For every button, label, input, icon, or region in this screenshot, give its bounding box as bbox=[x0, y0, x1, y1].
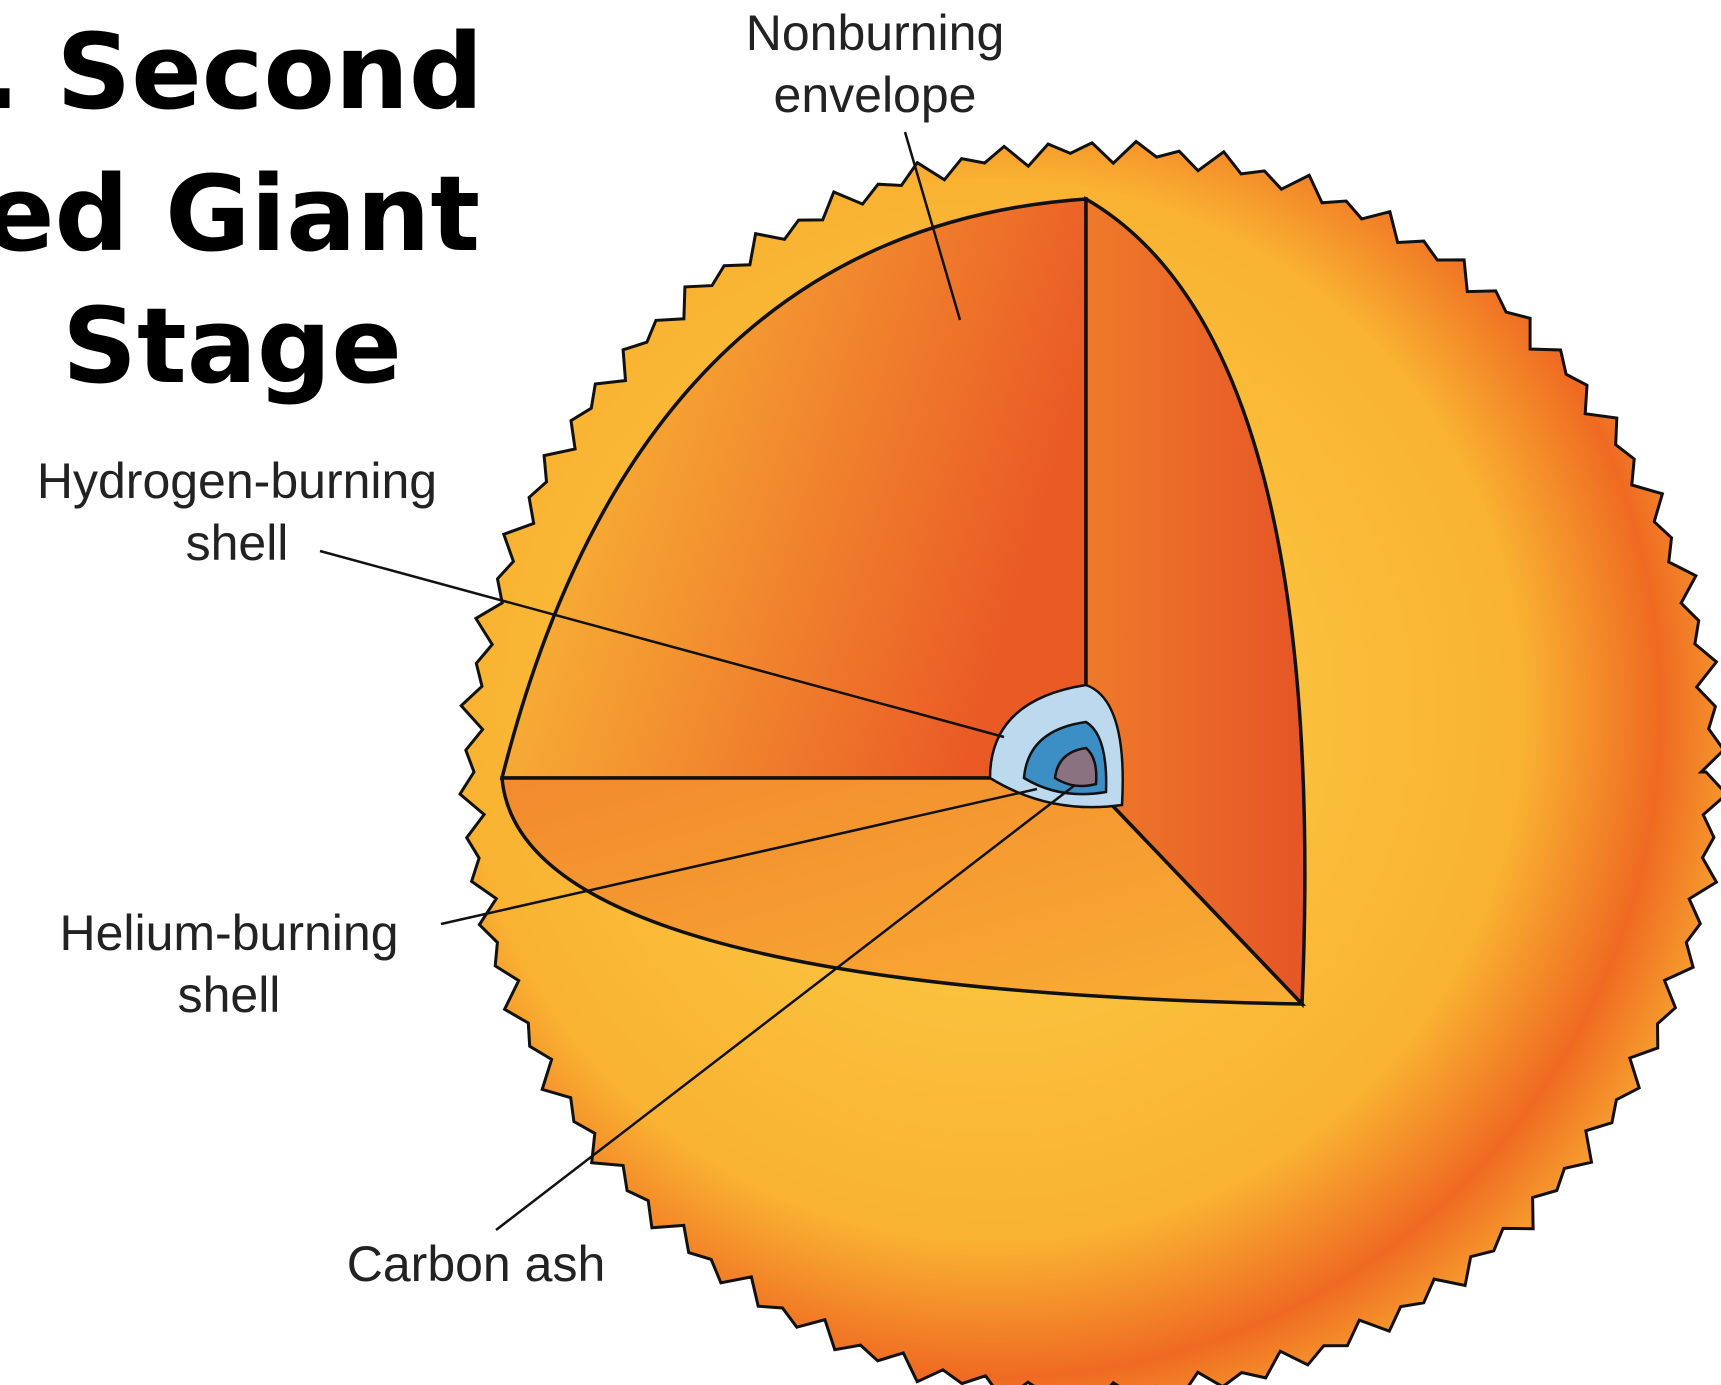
leader-line bbox=[903, 131, 962, 321]
cutaway-upper-face bbox=[499, 197, 1088, 780]
cutaway bbox=[499, 195, 1307, 1009]
label-line: shell bbox=[186, 515, 289, 571]
title-line: . Second bbox=[0, 11, 483, 133]
label-line: Carbon ash bbox=[347, 1236, 606, 1292]
core bbox=[988, 683, 1124, 809]
leader-line bbox=[319, 549, 1005, 739]
title-line: Stage bbox=[62, 285, 402, 407]
cutaway-right-face bbox=[1084, 195, 1307, 1009]
leader-lines bbox=[319, 131, 1076, 1231]
leader-line bbox=[495, 784, 1076, 1231]
cutaway-lower-face bbox=[500, 776, 1307, 1006]
label-line: Nonburning bbox=[746, 5, 1005, 61]
label-line: envelope bbox=[774, 67, 977, 123]
label-line: Helium-burning bbox=[59, 905, 398, 961]
label-line: shell bbox=[178, 967, 281, 1023]
leader-line bbox=[440, 787, 1038, 926]
label-line: Hydrogen-burning bbox=[37, 453, 437, 509]
title-line: ed Giant bbox=[0, 153, 480, 275]
